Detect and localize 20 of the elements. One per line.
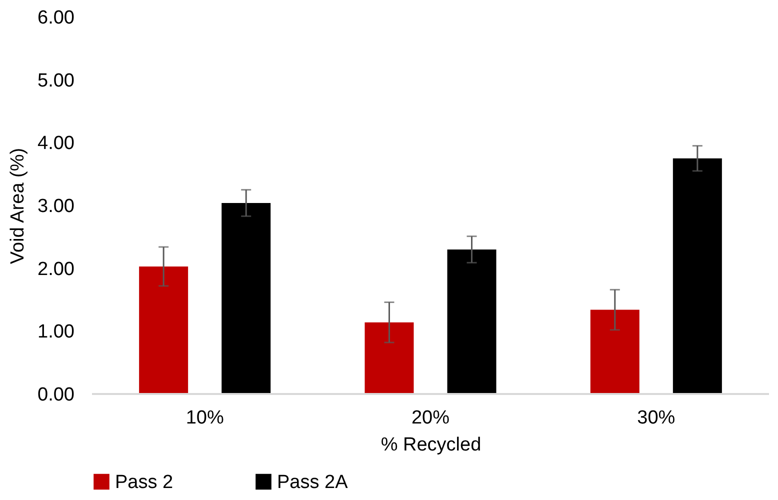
x-axis-title: % Recycled (380, 434, 482, 456)
bar (364, 322, 414, 394)
x-tick-label: 10% (186, 408, 224, 428)
y-tick-label: 3.00 (38, 196, 74, 217)
y-tick-label: 0.00 (38, 384, 74, 406)
y-tick-label: 1.00 (38, 322, 74, 343)
y-tick-label: 6.00 (38, 8, 74, 28)
bar (672, 158, 722, 394)
y-tick-label: 5.00 (38, 70, 74, 92)
legend-label: Pass 2A (277, 472, 348, 493)
y-axis-title: Void Area (%) (8, 148, 29, 264)
bar (590, 310, 640, 394)
legend-label: Pass 2 (115, 472, 174, 493)
x-tick-label: 30% (637, 408, 676, 428)
bar (447, 249, 496, 394)
bar (139, 266, 188, 394)
y-tick-label: 2.00 (38, 258, 74, 280)
y-tick-label: 4.00 (38, 133, 74, 154)
bar (222, 202, 271, 394)
x-tick-label: 20% (411, 408, 450, 428)
